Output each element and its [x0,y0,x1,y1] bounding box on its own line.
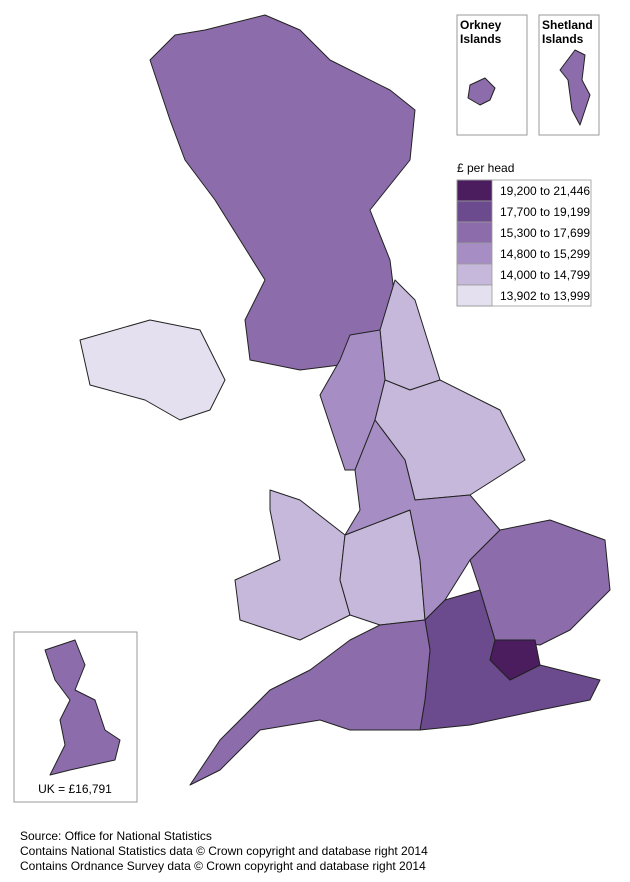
region [44,639,121,776]
legend: 19,200 to 21,446 17,700 to 19,199 15,300 t… [456,179,592,307]
source: Contains National Statistics data © Crow… [20,844,428,858]
legend-frame [456,179,592,307]
inset-label: Shetland [542,18,593,32]
source: Source: Office for National Statistics [20,829,212,843]
region [344,419,501,621]
legend-swatch [456,179,493,202]
legend-swatch [456,242,493,265]
legend-swatch [456,284,493,307]
regions [79,14,611,786]
legend-label: 14,000 to 14,799 [500,268,590,282]
legend-swatch [456,263,493,286]
legend-label: 17,700 to 19,199 [500,205,590,219]
inset-box [456,14,528,136]
legend-label: 15,300 to 17,699 [500,226,590,240]
inset-label: Orkney [460,18,502,32]
legend-swatch [456,200,493,223]
region [79,319,226,421]
legend-title: £ per head [457,161,514,175]
region [469,519,611,646]
region [559,49,591,126]
region [189,619,431,786]
region [149,14,416,371]
region [467,77,496,106]
region [234,489,351,641]
region [489,639,541,681]
legend-label: 13,902 to 13,999 [500,289,590,303]
legend-swatch [456,221,493,244]
uk-total: UK = £16,791 [38,782,112,796]
legend-label: 14,800 to 15,299 [500,247,590,261]
legend-label: 19,200 to 21,446 [500,184,590,198]
inset-label: Islands [460,32,502,46]
source: Contains Ordnance Survey data © Crown co… [20,859,426,873]
inset-label: Islands [542,32,584,46]
